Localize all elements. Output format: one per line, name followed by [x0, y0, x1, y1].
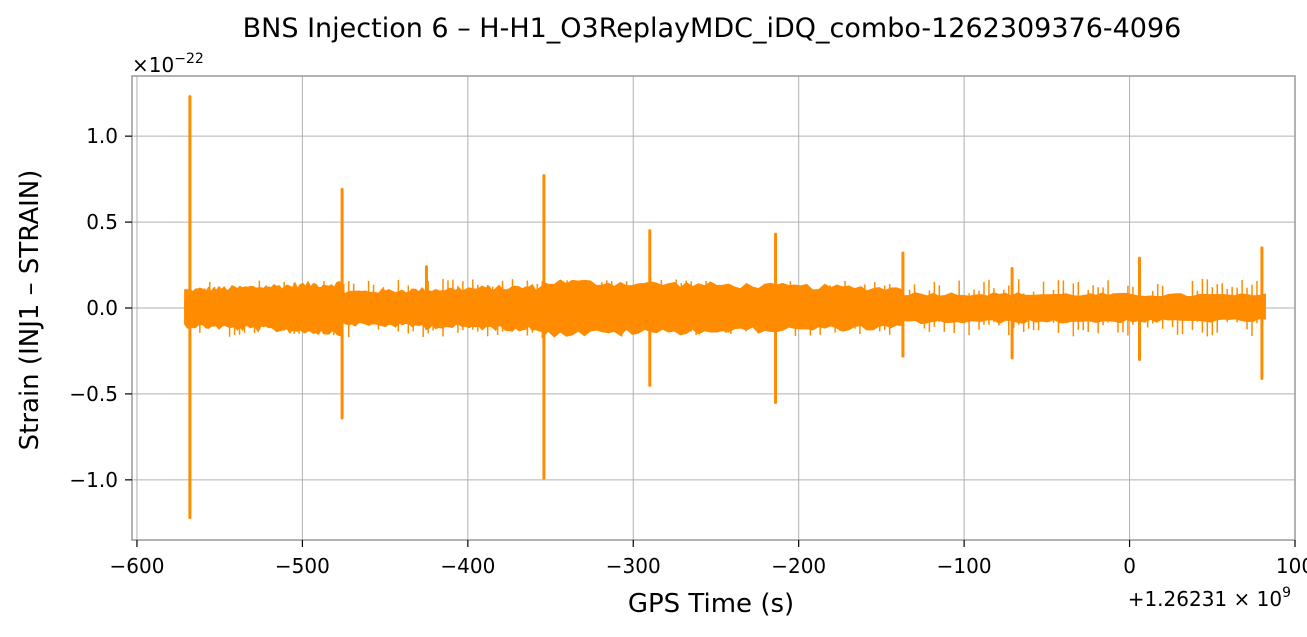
data-series — [184, 95, 1266, 520]
x-tick-label: −500 — [275, 554, 330, 578]
y-axis-label: Strain (INJ1 – STRAIN) — [15, 170, 45, 451]
y-scale-label: ×10−22 — [132, 51, 204, 77]
axes: −600 −500 −400 −300 −200 −100 0 100 −1.0 −0.5 0.0 0… — [69, 75, 1307, 578]
x-axis-label: GPS Time (s) — [628, 589, 794, 619]
y-tick-label: 0.0 — [86, 296, 118, 320]
x-offset-label: +1.26231 × 109 — [1128, 585, 1291, 611]
y-tick-label: 1.0 — [86, 124, 118, 148]
x-tick-label: −300 — [606, 554, 661, 578]
x-tick-label: −200 — [771, 554, 826, 578]
y-tick-label: 0.5 — [86, 210, 118, 234]
chart-title: BNS Injection 6 – H-H1_O3ReplayMDC_iDQ_c… — [243, 13, 1182, 44]
x-tick-label: −600 — [109, 554, 164, 578]
y-tick-label: −0.5 — [69, 382, 118, 406]
y-tick-label: −1.0 — [69, 468, 118, 492]
x-tick-label: 100 — [1276, 554, 1307, 578]
x-tick-label: −100 — [937, 554, 992, 578]
x-tick-label: 0 — [1123, 554, 1136, 578]
x-tick-label: −400 — [440, 554, 495, 578]
noise-band — [902, 292, 1266, 325]
